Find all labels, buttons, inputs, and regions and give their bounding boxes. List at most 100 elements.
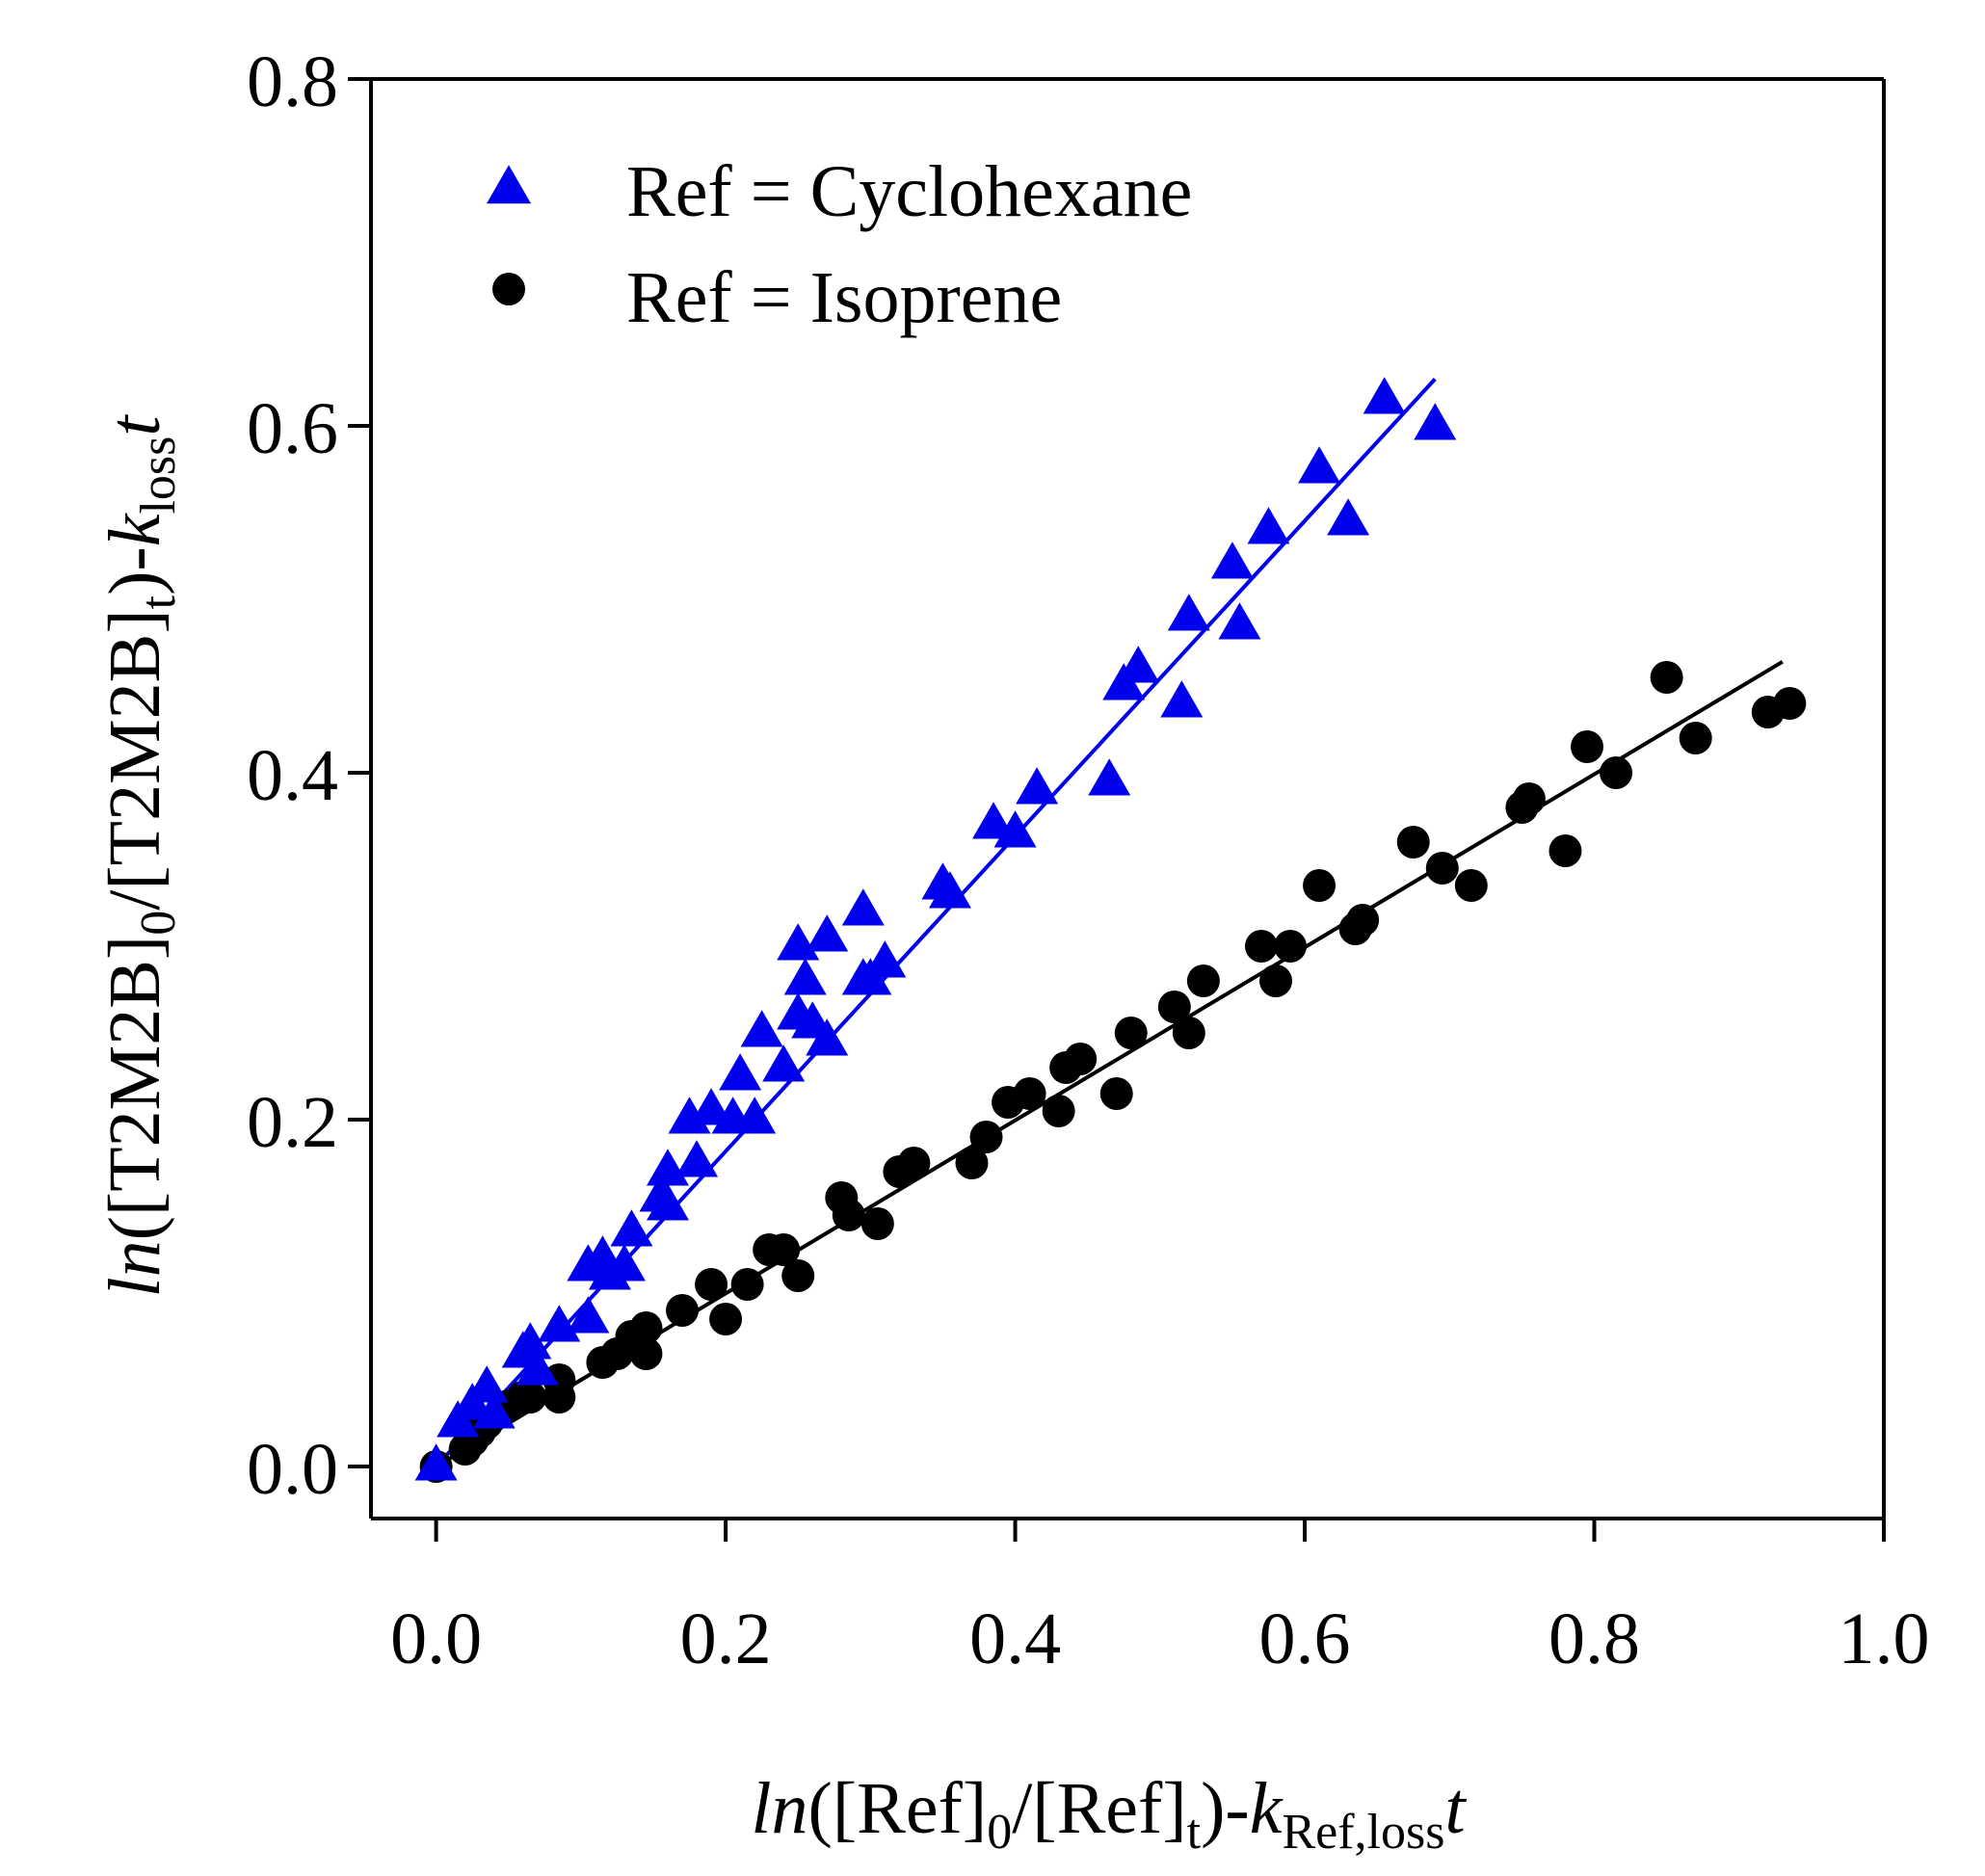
axis-title-part: 0 <box>987 1805 1012 1860</box>
isoprene-point <box>1042 1095 1075 1127</box>
axis-title-part: ln <box>751 1768 807 1849</box>
cyclohexane-point <box>762 1044 806 1082</box>
isoprene-point <box>897 1147 931 1179</box>
cyclohexane-point <box>646 1183 689 1221</box>
y-axis-title: ln([T2M2B]0​/[T2M2B]t​)-kloss​t <box>94 414 186 1298</box>
x-tick-label: 0.8 <box>1548 1599 1640 1679</box>
cyclohexane-point <box>719 1053 762 1091</box>
isoprene-point <box>543 1381 576 1414</box>
axis-title-part: t <box>1187 1805 1202 1860</box>
axis-title-part: 0 <box>131 911 186 936</box>
legend: Ref = Cyclohexane Ref = Isoprene <box>487 151 1192 338</box>
axis-title-part: )- <box>1201 1768 1250 1849</box>
isoprene-point <box>1064 1043 1098 1075</box>
axis-title-part: t <box>94 414 175 436</box>
tick-labels: 0.0 0.2 0.4 0.6 0.8 1.0 0.0 0.2 0.4 0.6 0.8 <box>247 41 1930 1679</box>
isoprene-point <box>1600 756 1633 789</box>
isoprene-point <box>1425 852 1459 885</box>
plot-frame <box>369 77 1886 1520</box>
axis-title-part: ([T2M2B] <box>94 936 175 1241</box>
x-tick-label: 0.6 <box>1259 1599 1351 1679</box>
isoprene-point <box>1773 687 1807 720</box>
cyclohexane-point <box>863 940 907 978</box>
axis-title-part: k <box>1250 1768 1284 1849</box>
isoprene-point <box>1172 1017 1205 1049</box>
isoprene-point <box>666 1294 700 1327</box>
cyclohexane-point <box>733 1097 777 1134</box>
cyclohexane-point <box>1327 498 1370 536</box>
isoprene-point <box>1396 826 1430 859</box>
y-tick-label: 0.8 <box>247 41 338 122</box>
cyclohexane-point <box>509 1322 552 1360</box>
y-tick-label: 0.4 <box>247 735 338 816</box>
isoprene-point <box>695 1268 728 1301</box>
cyclohexane-point <box>610 1209 653 1247</box>
cyclohexane-point <box>740 1010 783 1047</box>
axis-title-part: /[Ref] <box>1012 1768 1186 1849</box>
cyclohexane-point <box>567 1296 610 1334</box>
cyclohexane-point <box>1210 542 1254 579</box>
cyclohexane-point <box>783 958 827 995</box>
cyclohexane-point <box>675 1140 719 1177</box>
data-points <box>414 377 1807 1483</box>
isoprene-point <box>1548 834 1582 867</box>
cyclohexane-point <box>841 888 885 926</box>
axis-title-part: )- <box>94 546 175 595</box>
legend-entry-label: Ref = Cyclohexane <box>626 151 1192 232</box>
axis-title-part: loss <box>131 436 186 515</box>
axis-ticks <box>348 77 1886 1542</box>
cyclohexane-point <box>806 1018 849 1056</box>
cyclohexane-point <box>1117 646 1160 683</box>
axis-title-part: k <box>94 513 175 546</box>
isoprene-point <box>955 1147 989 1179</box>
x-tick-label: 0.0 <box>390 1599 482 1679</box>
isoprene-point <box>1679 722 1712 754</box>
cyclohexane-point <box>928 871 971 909</box>
cyclohexane-point <box>602 1244 646 1281</box>
legend-triangle-marker <box>487 165 531 204</box>
isoprene-point <box>1244 930 1278 963</box>
legend-circle-marker <box>492 273 525 305</box>
isoprene-point <box>1114 1017 1148 1049</box>
cyclohexane-point <box>465 1365 509 1403</box>
isoprene-point <box>969 1121 1003 1153</box>
x-axis-title: ln([Ref]0​/[Ref]t​)-kRef,loss​t <box>751 1768 1467 1860</box>
cyclohexane-point <box>1160 680 1204 718</box>
cyclohexane-point <box>516 1348 559 1386</box>
axis-title-part: t <box>131 595 186 609</box>
isoprene-point <box>709 1303 743 1335</box>
cyclohexane-point <box>806 914 849 952</box>
axis-title-part: /[T2M2B] <box>94 609 175 910</box>
legend-entry-label: Ref = Isoprene <box>626 257 1062 338</box>
cyclohexane-point <box>993 810 1037 848</box>
axis-title-part: ([Ref] <box>808 1768 988 1849</box>
isoprene-point <box>781 1259 815 1292</box>
cyclohexane-point <box>690 1088 733 1125</box>
isoprene-point <box>1650 661 1683 694</box>
isoprene-point <box>1258 964 1292 997</box>
isoprene-point <box>1346 904 1380 937</box>
isoprene-point <box>730 1268 764 1301</box>
isoprene-point <box>860 1207 894 1240</box>
isoprene-point <box>514 1381 547 1414</box>
cyclohexane-point <box>1167 594 1210 631</box>
cyclohexane-point <box>1016 767 1059 805</box>
cyclohexane-point <box>1298 446 1341 484</box>
y-tick-label: 0.2 <box>247 1082 338 1163</box>
isoprene-point <box>1157 991 1191 1023</box>
x-tick-label: 0.4 <box>969 1599 1061 1679</box>
isoprene-point <box>1454 869 1488 902</box>
cyclohexane-point <box>1218 602 1261 640</box>
cyclohexane-point <box>972 802 1016 839</box>
y-tick-label: 0.0 <box>247 1429 338 1510</box>
isoprene-point <box>767 1233 801 1266</box>
isoprene-point <box>1571 730 1604 763</box>
isoprene-point <box>1274 930 1308 963</box>
fit-lines <box>435 378 1784 1468</box>
axis-title-part: t <box>1444 1768 1467 1849</box>
isoprene-point <box>1099 1077 1133 1110</box>
cyclohexane-point <box>1247 507 1290 544</box>
y-tick-label: 0.6 <box>247 388 338 469</box>
x-tick-label: 1.0 <box>1839 1599 1930 1679</box>
